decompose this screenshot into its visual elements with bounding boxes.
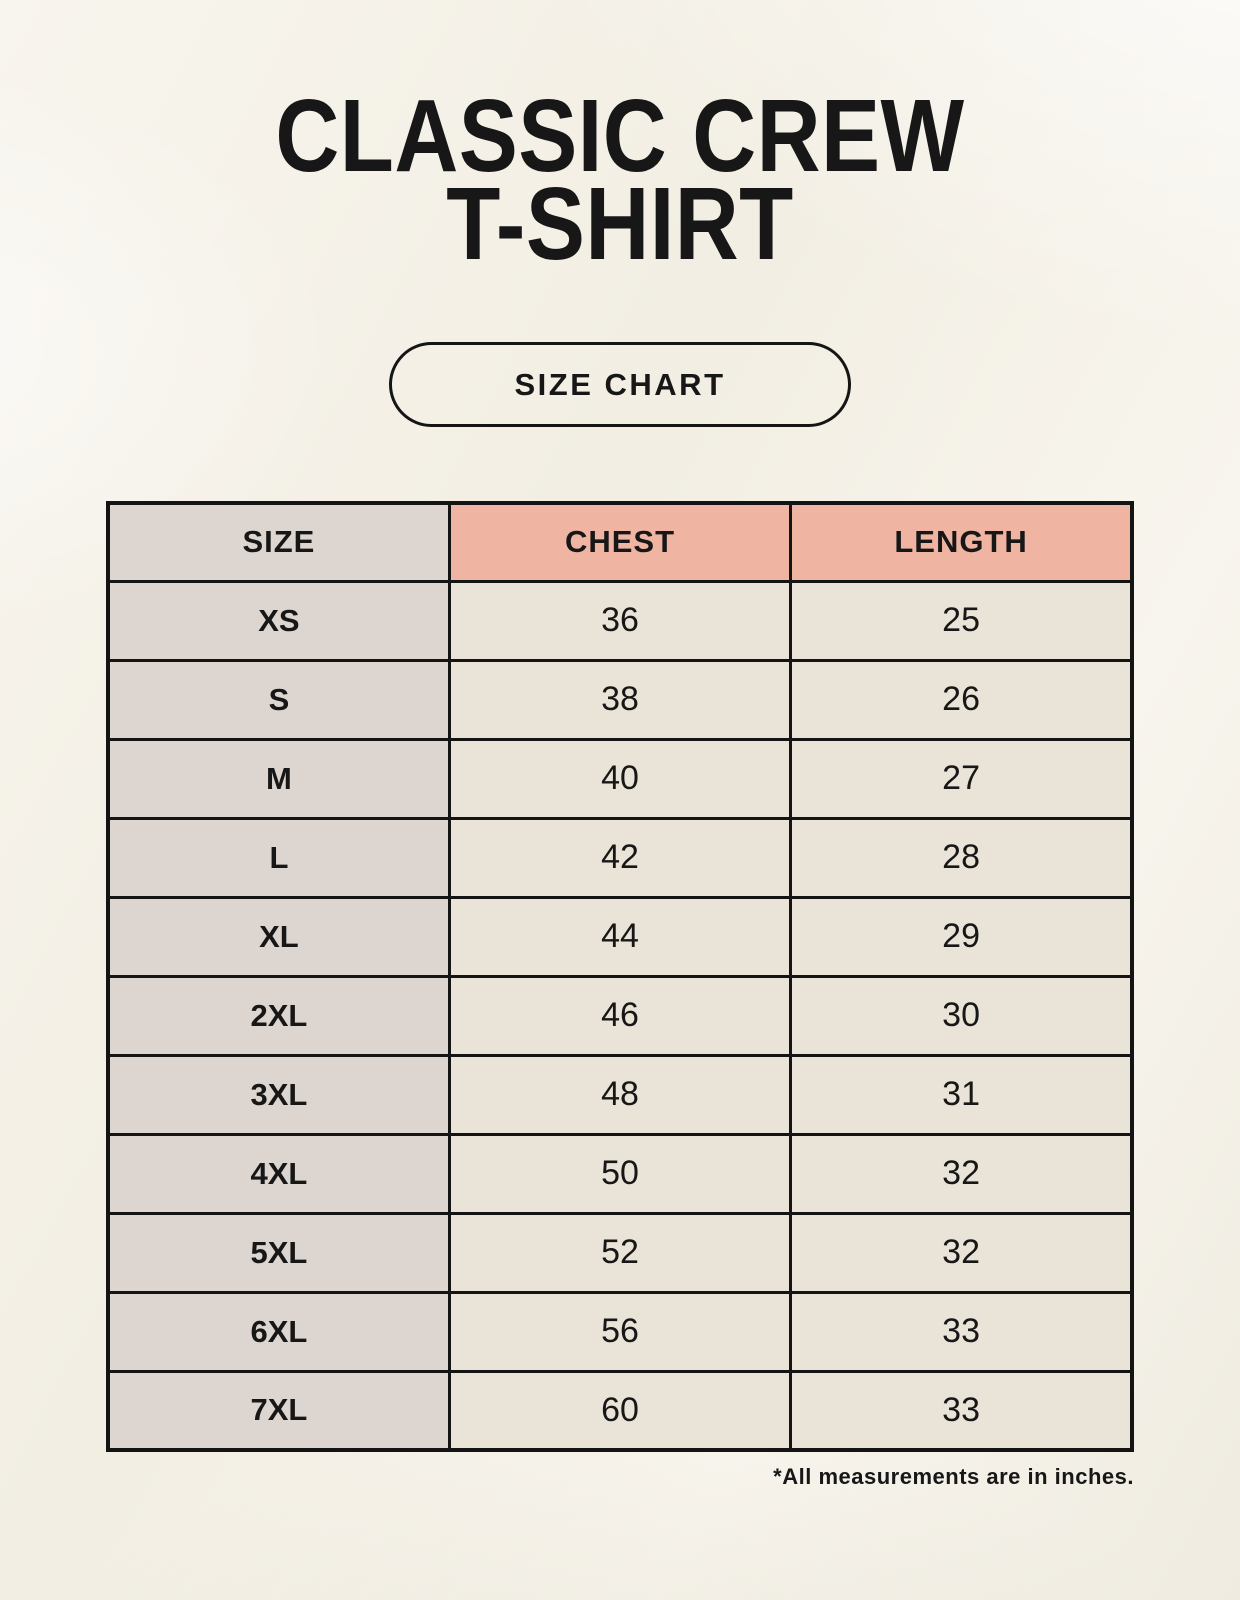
length-cell: 33 [789, 1290, 1134, 1373]
header-cell-size: SIZE [106, 501, 451, 583]
size-chart-table-container: SIZE CHEST LENGTH XS 36 25 S 38 26 M 40 27 L 42 28 X… [106, 501, 1134, 1453]
chest-cell: 42 [447, 816, 793, 899]
length-cell: 32 [789, 1132, 1134, 1215]
chest-cell: 48 [447, 1053, 793, 1136]
size-row: XS 36 25 [106, 579, 1134, 662]
page-title-line-2: T-SHIRT [446, 166, 794, 282]
chest-cell: 38 [447, 658, 793, 741]
size-row: 6XL 56 33 [106, 1290, 1134, 1373]
size-cell: XS [106, 579, 451, 662]
measurements-footnote: *All measurements are in inches. [773, 1464, 1134, 1490]
header-cell-length: LENGTH [789, 501, 1134, 583]
size-row: 2XL 46 30 [106, 974, 1134, 1057]
size-chart-button[interactable]: SIZE CHART [389, 342, 851, 428]
length-cell: 33 [789, 1369, 1134, 1452]
size-cell: L [106, 816, 451, 899]
size-row: L 42 28 [106, 816, 1134, 899]
length-cell: 31 [789, 1053, 1134, 1136]
chest-cell: 44 [447, 895, 793, 978]
size-row: 7XL 60 33 [106, 1369, 1134, 1452]
table-body: XS 36 25 S 38 26 M 40 27 L 42 28 XL 44 29 2XL 46 30 3XL 48 3… [106, 579, 1134, 1452]
size-row: M 40 27 [106, 737, 1134, 820]
table-header-row: SIZE CHEST LENGTH [106, 501, 1134, 583]
length-cell: 28 [789, 816, 1134, 899]
length-cell: 25 [789, 579, 1134, 662]
chest-cell: 52 [447, 1211, 793, 1294]
length-cell: 26 [789, 658, 1134, 741]
size-row: 3XL 48 31 [106, 1053, 1134, 1136]
header-cell-chest: CHEST [447, 501, 793, 583]
size-cell: 2XL [106, 974, 451, 1057]
size-cell: 3XL [106, 1053, 451, 1136]
size-row: S 38 26 [106, 658, 1134, 741]
chest-cell: 60 [447, 1369, 793, 1452]
size-cell: XL [106, 895, 451, 978]
size-chart-table: SIZE CHEST LENGTH XS 36 25 S 38 26 M 40 27 L 42 28 X… [106, 501, 1134, 1453]
size-row: 5XL 52 32 [106, 1211, 1134, 1294]
chest-cell: 36 [447, 579, 793, 662]
length-cell: 30 [789, 974, 1134, 1057]
size-cell: 5XL [106, 1211, 451, 1294]
size-chart-button-label: SIZE CHART [514, 366, 726, 402]
chest-cell: 50 [447, 1132, 793, 1215]
chest-cell: 56 [447, 1290, 793, 1373]
size-cell: 6XL [106, 1290, 451, 1373]
length-cell: 29 [789, 895, 1134, 978]
size-cell: 7XL [106, 1369, 451, 1452]
size-row: 4XL 50 32 [106, 1132, 1134, 1215]
size-cell: 4XL [106, 1132, 451, 1215]
length-cell: 32 [789, 1211, 1134, 1294]
size-row: XL 44 29 [106, 895, 1134, 978]
chest-cell: 40 [447, 737, 793, 820]
page-title-line-1: CLASSIC CREW [275, 78, 965, 193]
length-cell: 27 [789, 737, 1134, 820]
size-cell: M [106, 737, 451, 820]
chest-cell: 46 [447, 974, 793, 1057]
size-cell: S [106, 658, 451, 741]
page-title: CLASSIC CREW T-SHIRT [87, 0, 1153, 282]
